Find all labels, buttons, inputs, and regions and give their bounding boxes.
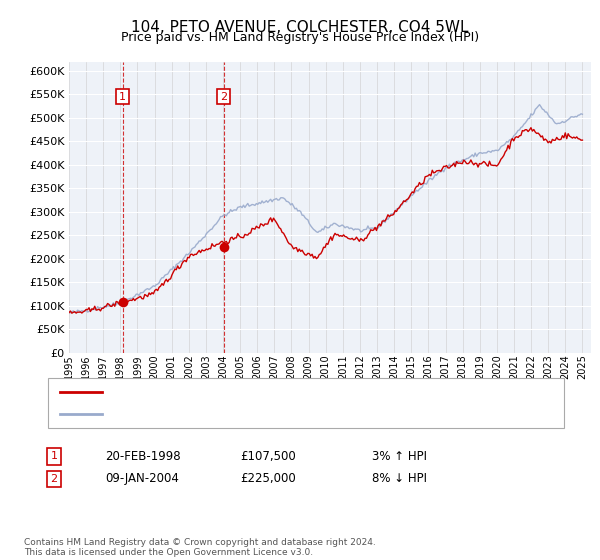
Text: 1: 1 bbox=[119, 91, 126, 101]
Text: £107,500: £107,500 bbox=[240, 450, 296, 463]
Text: 20-FEB-1998: 20-FEB-1998 bbox=[105, 450, 181, 463]
Text: 104, PETO AVENUE, COLCHESTER, CO4 5WL: 104, PETO AVENUE, COLCHESTER, CO4 5WL bbox=[131, 20, 469, 35]
Text: HPI: Average price, detached house, Colchester: HPI: Average price, detached house, Colc… bbox=[111, 409, 377, 419]
Text: £225,000: £225,000 bbox=[240, 472, 296, 486]
Text: 2: 2 bbox=[220, 91, 227, 101]
Text: 1: 1 bbox=[50, 451, 58, 461]
Text: 09-JAN-2004: 09-JAN-2004 bbox=[105, 472, 179, 486]
Text: 3% ↑ HPI: 3% ↑ HPI bbox=[372, 450, 427, 463]
Text: 8% ↓ HPI: 8% ↓ HPI bbox=[372, 472, 427, 486]
Text: 104, PETO AVENUE, COLCHESTER, CO4 5WL (detached house): 104, PETO AVENUE, COLCHESTER, CO4 5WL (d… bbox=[111, 387, 458, 397]
Text: Price paid vs. HM Land Registry's House Price Index (HPI): Price paid vs. HM Land Registry's House … bbox=[121, 31, 479, 44]
Text: Contains HM Land Registry data © Crown copyright and database right 2024.
This d: Contains HM Land Registry data © Crown c… bbox=[24, 538, 376, 557]
Text: 2: 2 bbox=[50, 474, 58, 484]
